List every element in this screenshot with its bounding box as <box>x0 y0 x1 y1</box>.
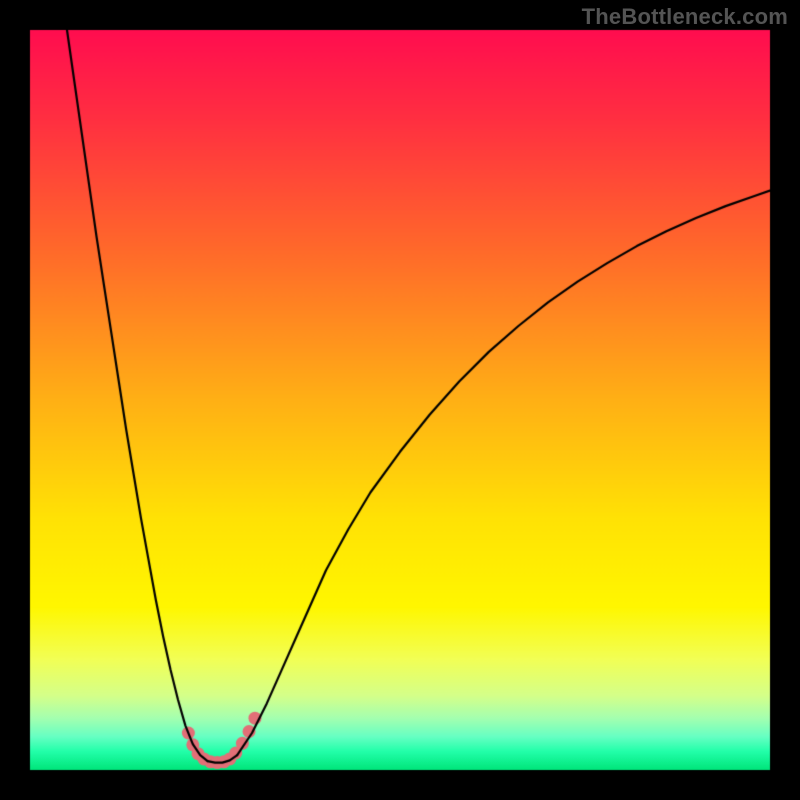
chart-stage: TheBottleneck.com <box>0 0 800 800</box>
bottleneck-curve-chart <box>0 0 800 800</box>
watermark-text: TheBottleneck.com <box>582 4 788 30</box>
